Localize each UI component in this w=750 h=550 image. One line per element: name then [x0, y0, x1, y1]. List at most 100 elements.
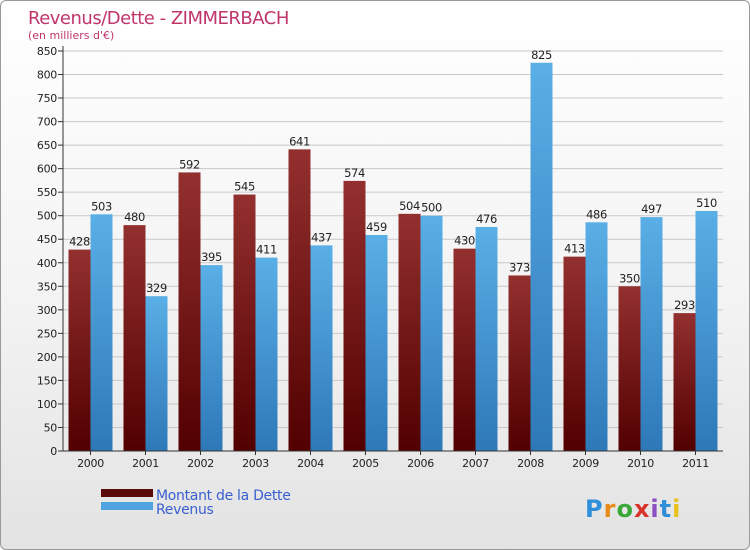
bar-revenus [475, 227, 498, 451]
x-tick-label: 2005 [352, 457, 379, 470]
y-tick-label: 400 [37, 257, 57, 270]
y-tick-label: 450 [37, 233, 57, 246]
value-label-revenus: 329 [146, 281, 167, 295]
value-label-debt: 574 [344, 166, 365, 180]
x-tick-label: 2009 [572, 457, 599, 470]
value-label-debt: 545 [234, 180, 255, 194]
value-label-debt: 373 [509, 260, 530, 274]
proxiti-logo-text: Proxiti [585, 495, 681, 523]
value-label-revenus: 459 [366, 220, 387, 234]
value-label-revenus: 476 [476, 212, 497, 226]
x-tick-label: 2004 [297, 457, 324, 470]
chart-title: Revenus/Dette - ZIMMERBACH [28, 8, 289, 29]
bar-debt [288, 149, 311, 451]
y-tick-label: 650 [37, 139, 57, 152]
chart-subtitle: (en milliers d'€) [28, 29, 114, 42]
bar-revenus [255, 257, 278, 451]
y-tick-label: 700 [37, 116, 57, 129]
value-label-debt: 480 [124, 210, 145, 224]
y-tick-label: 750 [37, 92, 57, 105]
y-tick-label: 0 [50, 445, 57, 458]
bars [68, 62, 718, 452]
value-label-debt: 641 [289, 134, 310, 148]
axes: 0 50 100 150 200 250 300 350 400 450 500 550 600 650 7… [37, 45, 723, 470]
bar-revenus [90, 214, 113, 451]
bar-debt [398, 213, 421, 451]
bar-debt [178, 172, 201, 452]
bar-debt [618, 286, 641, 451]
bar-debt [563, 256, 586, 451]
bar-debt [453, 248, 476, 451]
value-label-revenus: 437 [311, 230, 332, 244]
bar-debt [508, 275, 531, 451]
x-tick-label: 2007 [462, 457, 489, 470]
value-label-debt: 504 [399, 199, 420, 213]
y-tick-label: 350 [37, 280, 57, 293]
x-tick-label: 2011 [682, 457, 709, 470]
bar-revenus [365, 235, 388, 451]
value-label-revenus: 486 [586, 207, 607, 221]
x-tick-label: 2001 [132, 457, 159, 470]
logo-letter: i [650, 495, 659, 523]
bar-debt [673, 313, 696, 451]
value-label-revenus: 395 [201, 250, 222, 264]
bar-revenus [640, 217, 663, 451]
x-tick-label: 2006 [407, 457, 434, 470]
y-tick-label: 550 [37, 186, 57, 199]
value-label-revenus: 411 [256, 243, 277, 257]
legend-swatch-debt [101, 489, 153, 497]
logo-letter: t [660, 495, 672, 523]
x-tick-label: 2008 [517, 457, 544, 470]
value-label-debt: 413 [564, 242, 585, 256]
bar-revenus [695, 211, 718, 451]
bar-revenus [530, 62, 553, 451]
y-tick-label: 100 [37, 398, 57, 411]
logo-letter: o [616, 495, 634, 523]
logo-letter: i [672, 495, 681, 523]
value-label-revenus: 503 [91, 199, 112, 213]
bar-revenus [585, 222, 608, 451]
y-tick-label: 200 [37, 351, 57, 364]
y-tick-label: 150 [37, 374, 57, 387]
value-label-debt: 428 [69, 235, 90, 249]
gridlines [63, 50, 723, 428]
value-label-revenus: 825 [531, 48, 552, 62]
bar-revenus [310, 245, 333, 451]
y-tick-label: 300 [37, 304, 57, 317]
bar-debt [123, 225, 146, 451]
value-label-debt: 430 [454, 234, 475, 248]
legend-label-revenus: Revenus [156, 502, 214, 518]
y-tick-label: 800 [37, 69, 57, 82]
bar-debt [68, 249, 91, 451]
legend-label-debt: Montant de la Dette [156, 488, 291, 504]
legend-swatch-revenus [101, 502, 153, 510]
logo-letter: x [634, 495, 650, 523]
y-tick-label: 250 [37, 327, 57, 340]
y-tick-label: 500 [37, 210, 57, 223]
value-label-debt: 592 [179, 157, 200, 171]
bar-revenus [145, 296, 168, 451]
x-tick-label: 2010 [627, 457, 654, 470]
y-tick-label: 600 [37, 163, 57, 176]
value-label-revenus: 500 [421, 201, 442, 215]
y-tick-label: 850 [37, 45, 57, 58]
y-tick-label: 50 [44, 421, 58, 434]
logo-letter: r [604, 495, 617, 523]
value-label-revenus: 497 [641, 202, 662, 216]
x-tick-label: 2003 [242, 457, 269, 470]
logo-letter: P [585, 495, 604, 523]
x-tick-label: 2000 [77, 457, 104, 470]
bar-revenus [200, 265, 223, 451]
x-tick-label: 2002 [187, 457, 214, 470]
value-label-debt: 293 [674, 298, 695, 312]
bar-debt [343, 180, 366, 451]
bar-debt [233, 194, 256, 451]
legend: Montant de la Dette Revenus [101, 488, 291, 518]
bar-revenus [420, 215, 443, 451]
proxiti-logo: Proxiti [585, 495, 681, 523]
value-label-debt: 350 [619, 271, 640, 285]
value-label-revenus: 510 [696, 196, 717, 210]
